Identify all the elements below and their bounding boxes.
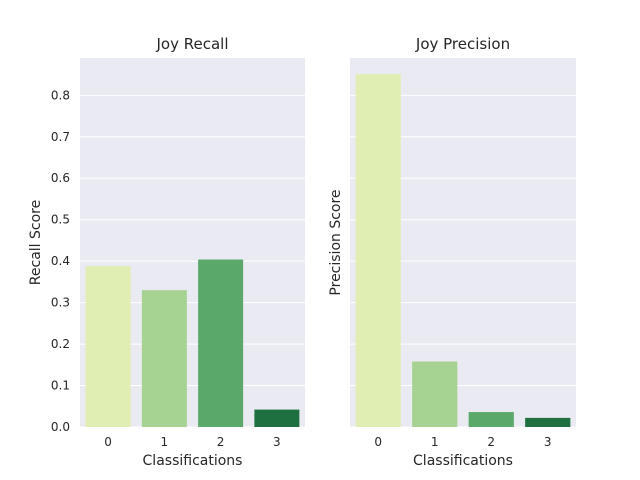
precision-y-axis-label: Precision Score bbox=[328, 189, 344, 295]
recall-y-tick-label: 0.2 bbox=[51, 337, 70, 351]
precision-bar-3 bbox=[525, 417, 571, 427]
precision-x-tick-label: 3 bbox=[544, 435, 552, 449]
recall-y-tick-label: 0.6 bbox=[51, 171, 70, 185]
precision-x-tick-labels: 0 1 2 3 bbox=[374, 435, 551, 449]
precision-bar-1 bbox=[412, 361, 458, 427]
recall-bar-1 bbox=[141, 290, 187, 427]
recall-bar-3 bbox=[254, 409, 300, 427]
recall-x-tick-label: 1 bbox=[161, 435, 169, 449]
recall-bar-2 bbox=[198, 259, 244, 427]
recall-y-tick-label: 0.0 bbox=[51, 420, 70, 434]
recall-y-tick-label: 0.5 bbox=[51, 213, 70, 227]
precision-chart-title: Joy Precision bbox=[415, 35, 510, 53]
recall-x-tick-label: 0 bbox=[104, 435, 112, 449]
precision-x-tick-label: 2 bbox=[487, 435, 495, 449]
recall-y-axis-label: Recall Score bbox=[28, 200, 44, 285]
recall-bars bbox=[85, 259, 300, 427]
recall-x-axis-label: Classifications bbox=[143, 453, 243, 469]
precision-chart: 0 1 2 3 Joy Precision Classifications Preci… bbox=[328, 35, 576, 469]
recall-x-tick-label: 3 bbox=[273, 435, 281, 449]
recall-chart-title: Joy Recall bbox=[156, 35, 229, 53]
recall-x-tick-label: 2 bbox=[217, 435, 225, 449]
precision-x-tick-label: 0 bbox=[374, 435, 382, 449]
precision-bars bbox=[355, 74, 571, 427]
precision-bar-0 bbox=[355, 74, 401, 427]
recall-y-tick-labels: 0.0 0.1 0.2 0.3 0.4 0.5 0.6 0.7 0.8 bbox=[51, 88, 70, 434]
recall-y-tick-label: 0.3 bbox=[51, 296, 70, 310]
recall-chart: 0.0 0.1 0.2 0.3 0.4 0.5 0.6 0.7 0.8 0 1 2 3 Joy Rec… bbox=[28, 35, 305, 469]
precision-x-tick-label: 1 bbox=[431, 435, 439, 449]
recall-y-tick-label: 0.7 bbox=[51, 130, 70, 144]
recall-y-tick-label: 0.4 bbox=[51, 254, 70, 268]
precision-x-axis-label: Classifications bbox=[413, 453, 513, 469]
recall-grid bbox=[80, 94, 305, 428]
recall-x-tick-labels: 0 1 2 3 bbox=[104, 435, 280, 449]
precision-bar-2 bbox=[468, 412, 514, 427]
recall-bar-0 bbox=[85, 266, 131, 427]
recall-y-tick-label: 0.1 bbox=[51, 379, 70, 393]
recall-y-tick-label: 0.8 bbox=[51, 88, 70, 102]
